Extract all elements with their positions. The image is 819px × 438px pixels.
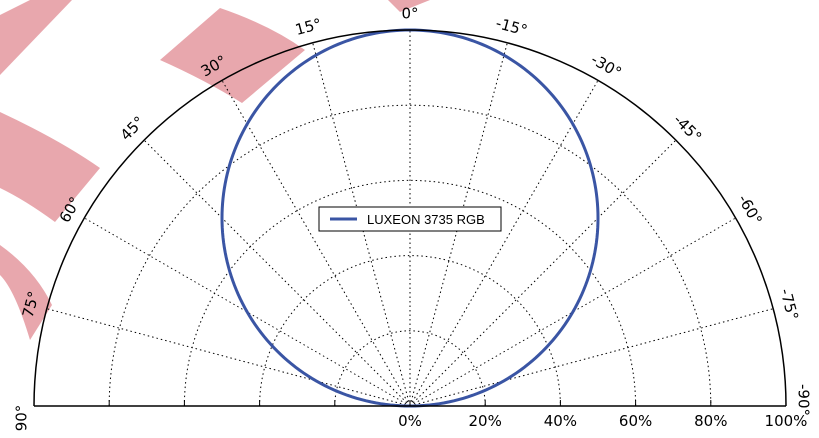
circular-gridline [183,179,637,407]
circular-gridline [108,104,712,407]
radial-tick-label: 0% [398,412,422,430]
tick-labels: 0% 20% 40% 60% 80% 100%0°-15°-30°-45°-60°-75°… [13,5,813,432]
radial-tick-label: 60% [619,412,652,430]
watermark [0,0,430,340]
radial-tick-label: 40% [544,412,577,430]
angle-tick-label: 90° [13,405,31,432]
radial-tick-label: 80% [694,412,727,430]
angle-tick-label: 45° [117,113,149,145]
radial-gridline [409,80,599,407]
radial-gridline [409,308,774,407]
axis [33,29,787,407]
radial-gridline [46,308,411,407]
angle-tick-label: 0° [401,5,418,23]
circular-gridline [334,330,486,407]
radial-gridline [409,139,677,407]
grid [46,30,774,407]
angle-tick-label: -75° [776,287,802,323]
radial-tick-label: 100% [765,412,808,430]
watermark-shape [388,0,430,12]
radial-tick-label: 20% [469,412,502,430]
watermark-shape [0,112,100,222]
watermark-shape [0,0,72,75]
radial-gridline [221,80,411,407]
circular-gridline [259,255,561,407]
angle-tick-label: -15° [494,14,530,40]
watermark-shape [160,8,305,103]
angle-tick-label: 15° [293,15,323,39]
radial-gridline [143,139,411,407]
watermark-shape [0,245,52,340]
legend-label: LUXEON 3735 RGB [367,212,485,227]
angle-tick-label: -90° [795,384,813,416]
legend: LUXEON 3735 RGB [318,206,502,232]
outer-arc [33,29,787,407]
